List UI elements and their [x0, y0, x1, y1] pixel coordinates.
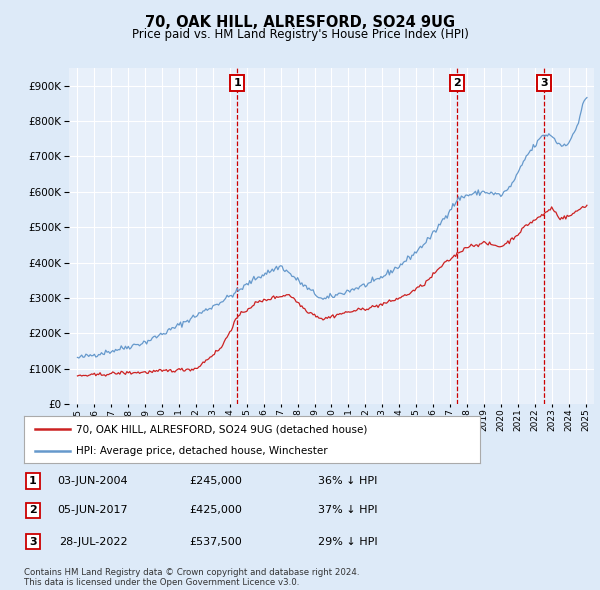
Text: 2: 2	[454, 78, 461, 88]
Text: 29% ↓ HPI: 29% ↓ HPI	[318, 537, 377, 546]
Text: £245,000: £245,000	[190, 476, 242, 486]
Text: 03-JUN-2004: 03-JUN-2004	[58, 476, 128, 486]
Text: 3: 3	[541, 78, 548, 88]
Text: 36% ↓ HPI: 36% ↓ HPI	[318, 476, 377, 486]
Text: 05-JUN-2017: 05-JUN-2017	[58, 506, 128, 515]
Text: Price paid vs. HM Land Registry's House Price Index (HPI): Price paid vs. HM Land Registry's House …	[131, 28, 469, 41]
Text: 28-JUL-2022: 28-JUL-2022	[59, 537, 127, 546]
Text: £425,000: £425,000	[190, 506, 242, 515]
Text: 70, OAK HILL, ALRESFORD, SO24 9UG (detached house): 70, OAK HILL, ALRESFORD, SO24 9UG (detac…	[76, 424, 368, 434]
Text: 1: 1	[233, 78, 241, 88]
Text: 2: 2	[29, 506, 37, 515]
Text: 1: 1	[29, 476, 37, 486]
Text: £537,500: £537,500	[190, 537, 242, 546]
Text: 37% ↓ HPI: 37% ↓ HPI	[318, 506, 377, 515]
Text: Contains HM Land Registry data © Crown copyright and database right 2024.
This d: Contains HM Land Registry data © Crown c…	[24, 568, 359, 587]
Text: 3: 3	[29, 537, 37, 546]
Text: 70, OAK HILL, ALRESFORD, SO24 9UG: 70, OAK HILL, ALRESFORD, SO24 9UG	[145, 15, 455, 30]
Text: HPI: Average price, detached house, Winchester: HPI: Average price, detached house, Winc…	[76, 447, 328, 456]
